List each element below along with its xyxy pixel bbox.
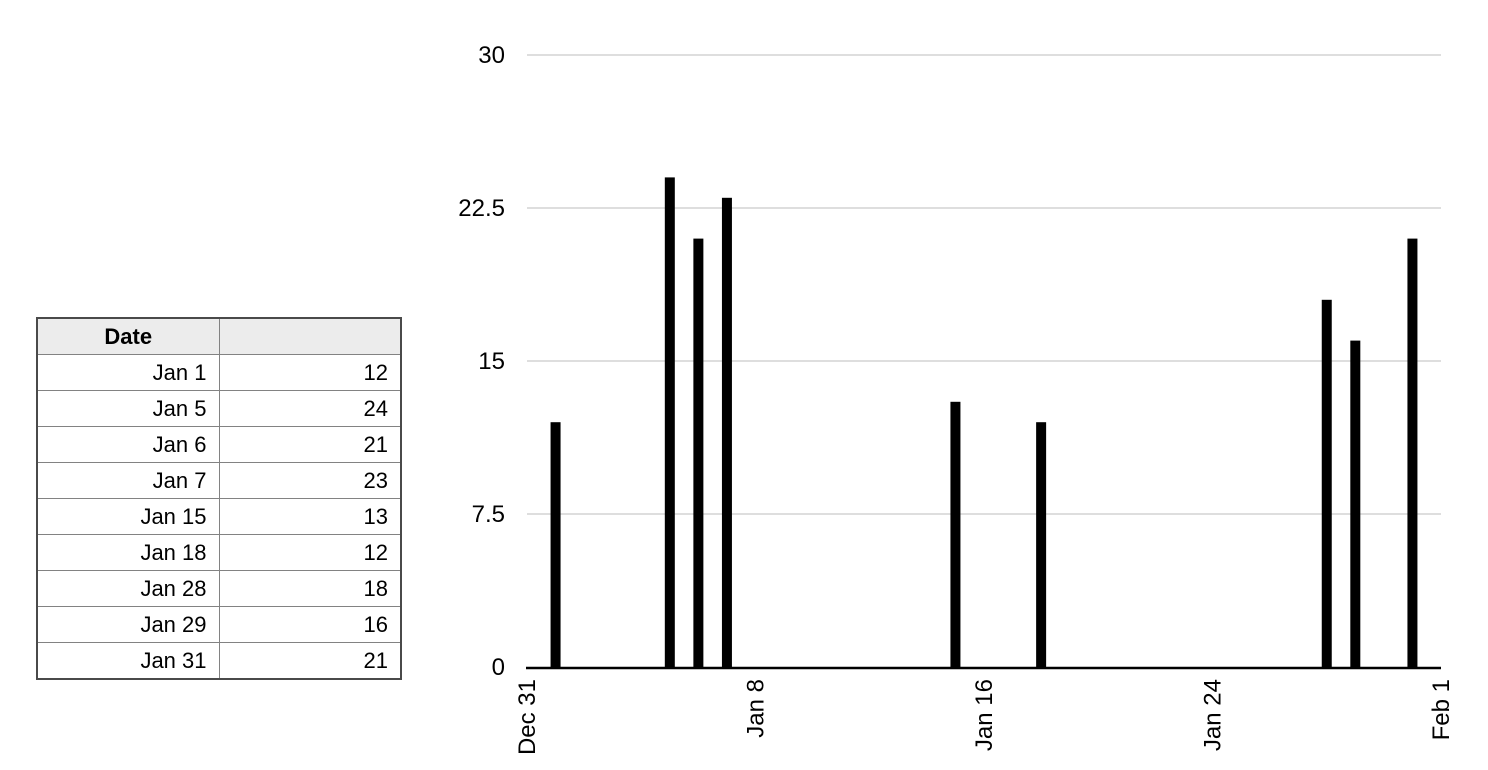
table-cell-date: Jan 31	[36, 642, 220, 680]
x-axis-tick-label: Dec 31	[514, 679, 541, 755]
chart-bar	[693, 238, 704, 667]
chart-bar	[950, 401, 961, 667]
chart-bar	[1407, 238, 1418, 667]
table-row: Jan 15 13	[36, 498, 402, 535]
table-cell-value: 16	[218, 606, 402, 643]
table-cell-date: Jan 1	[36, 354, 220, 391]
table-cell-date: Jan 5	[36, 390, 220, 427]
table-cell-date: Jan 29	[36, 606, 220, 643]
y-axis-tick-label: 30	[478, 42, 505, 69]
y-axis-tick-label: 0	[492, 654, 505, 681]
table-row: Jan 31 21	[36, 642, 402, 680]
chart-bar	[664, 177, 675, 667]
table-cell-value: 21	[218, 426, 402, 463]
table-row: Jan 18 12	[36, 534, 402, 571]
table-row: Jan 29 16	[36, 606, 402, 643]
table-row: Jan 1 12	[36, 354, 402, 391]
chart-bar	[550, 422, 561, 667]
y-axis-tick-label: 22.5	[458, 195, 505, 222]
table-cell-value: 13	[218, 498, 402, 535]
table-cell-value: 18	[218, 570, 402, 607]
data-table: Date Jan 1 12 Jan 5 24 Jan 6 21 Jan 7 23 Jan 15 1…	[36, 317, 402, 680]
table-cell-date: Jan 6	[36, 426, 220, 463]
y-axis-tick-label: 7.5	[472, 501, 505, 528]
x-axis-tick-label: Jan 24	[1200, 679, 1227, 751]
table-cell-value: 21	[218, 642, 402, 680]
x-axis-tick-label: Feb 1	[1428, 679, 1455, 740]
chart-bar	[721, 197, 732, 668]
table-cell-value: 12	[218, 354, 402, 391]
table-cell-date: Jan 18	[36, 534, 220, 571]
chart-bar	[1321, 299, 1332, 667]
chart-bar	[1350, 340, 1361, 667]
table-header-value	[218, 317, 402, 355]
y-axis-tick-label: 15	[478, 348, 505, 375]
table-cell-date: Jan 15	[36, 498, 220, 535]
x-axis-tick-label: Jan 16	[971, 679, 998, 751]
x-axis-tick-label: Jan 8	[743, 679, 770, 738]
table-cell-date: Jan 28	[36, 570, 220, 607]
table-row: Jan 7 23	[36, 462, 402, 499]
table-row: Jan 28 18	[36, 570, 402, 607]
table-row: Jan 5 24	[36, 390, 402, 427]
chart-bar	[1036, 422, 1047, 667]
table-row: Jan 6 21	[36, 426, 402, 463]
table-cell-date: Jan 7	[36, 462, 220, 499]
table-cell-value: 24	[218, 390, 402, 427]
